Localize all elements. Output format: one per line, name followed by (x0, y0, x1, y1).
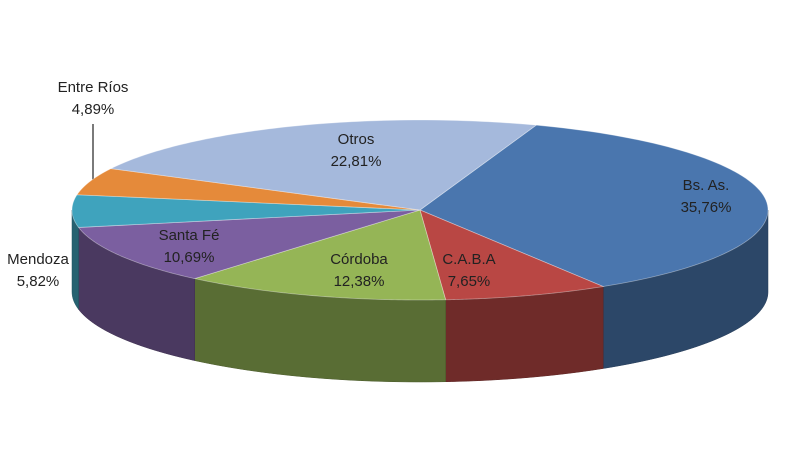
slice (419, 209, 605, 301)
slice-value-label: 7,65% (448, 273, 491, 290)
slice-label: Otros (338, 131, 375, 148)
slice-side (445, 286, 604, 383)
slice (109, 119, 538, 211)
slice-value-label: 12,38% (334, 273, 385, 290)
slice-value-label: 35,76% (681, 199, 732, 216)
slice (419, 124, 769, 287)
slice-label: Mendoza (7, 251, 69, 268)
slice (193, 209, 447, 301)
slice-side (71, 209, 79, 311)
slice-value-label: 10,69% (164, 249, 215, 266)
slice (76, 168, 421, 211)
slice (71, 194, 421, 228)
slice-label: Córdoba (330, 251, 388, 268)
slice-value-label: 4,89% (72, 101, 115, 118)
slice-label: Entre Ríos (58, 79, 129, 96)
slice-label: C.A.B.A (442, 251, 495, 268)
slice-label: Bs. As. (683, 177, 730, 194)
slice-value-label: 5,82% (17, 273, 60, 290)
slice-value-label: 22,81% (331, 153, 382, 170)
slice (77, 209, 421, 280)
slice-label: Santa Fé (159, 227, 220, 244)
